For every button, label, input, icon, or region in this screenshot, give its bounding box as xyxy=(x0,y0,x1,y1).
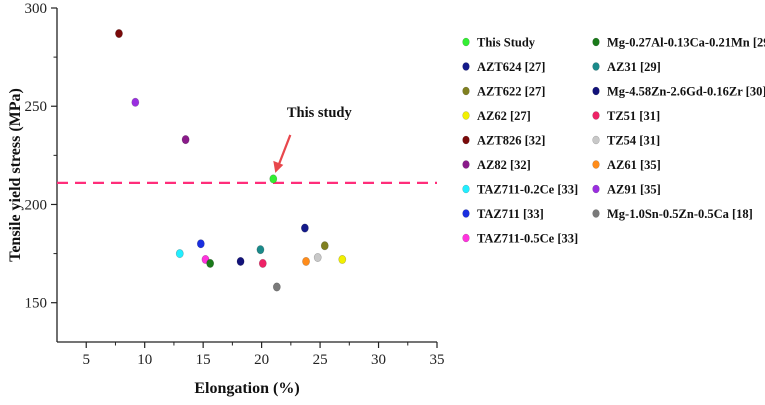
legend-marker xyxy=(592,37,600,47)
legend-marker xyxy=(462,62,470,71)
annotation: This study xyxy=(273,105,352,173)
legend-item: AZ91 [35] xyxy=(592,183,661,197)
legend-marker xyxy=(462,233,470,243)
data-point-1 xyxy=(269,174,278,184)
legend-marker xyxy=(462,111,470,120)
legend-label: AZ62 [27] xyxy=(477,109,531,123)
legend-marker xyxy=(592,184,600,194)
legend-marker xyxy=(462,86,470,96)
axes xyxy=(51,7,438,348)
legend-label: TAZ711 [33] xyxy=(477,207,544,221)
data-point-12 xyxy=(236,256,245,266)
legend-marker xyxy=(462,160,470,169)
legend-label: Mg-0.27Al-0.13Ca-0.21Mn [29] xyxy=(607,36,765,50)
legend-marker xyxy=(592,160,600,169)
legend-marker xyxy=(592,111,600,120)
legend-label: AZ91 [35] xyxy=(607,183,661,197)
legend-item: TAZ711 [33] xyxy=(462,207,544,221)
legend-label: AZT622 [27] xyxy=(477,85,545,99)
data-point-2 xyxy=(300,223,309,233)
data-point-17 xyxy=(272,282,281,292)
data-point-13 xyxy=(258,258,267,268)
legend-label: Mg-1.0Sn-0.5Zn-0.5Ca [18] xyxy=(607,207,753,221)
data-point-8 xyxy=(196,239,205,249)
data-point-3 xyxy=(320,241,329,251)
legend-marker xyxy=(592,86,600,96)
legend-label: AZT826 [32] xyxy=(477,134,545,148)
legend-label: This Study xyxy=(477,36,536,50)
data-point-4 xyxy=(338,254,347,264)
legend-label: TZ54 [31] xyxy=(607,134,660,148)
legend: This Study AZT624 [27] AZT622 [27] AZ62 [27… xyxy=(462,36,765,246)
y-tick-label: 200 xyxy=(25,197,48,213)
legend-item: TZ54 [31] xyxy=(592,134,660,148)
x-tick-label: 10 xyxy=(137,352,152,368)
legend-marker xyxy=(592,135,600,145)
legend-label: AZT624 [27] xyxy=(477,60,545,74)
legend-marker xyxy=(462,135,470,145)
x-tick-label: 5 xyxy=(82,352,90,368)
x-axis-title: Elongation (%) xyxy=(194,380,299,397)
legend-item: TAZ711-0.5Ce [33] xyxy=(462,232,578,246)
y-tick-label: 250 xyxy=(25,99,48,115)
legend-marker xyxy=(462,184,470,194)
x-tick-label: 35 xyxy=(430,352,445,368)
x-tick-label: 25 xyxy=(313,352,328,368)
legend-marker xyxy=(592,209,600,218)
annotation-arrow-head xyxy=(273,160,284,173)
legend-label: TZ51 [31] xyxy=(607,109,660,123)
x-tick-label: 30 xyxy=(371,352,386,368)
y-tick-label: 300 xyxy=(25,1,48,17)
data-point-15 xyxy=(302,256,310,266)
legend-item: Mg-1.0Sn-0.5Zn-0.5Ca [18] xyxy=(592,207,753,221)
data-points xyxy=(115,29,347,292)
legend-label: Mg-4.58Zn-2.6Gd-0.16Zr [30] xyxy=(607,85,765,99)
legend-item: Mg-4.58Zn-2.6Gd-0.16Zr [30] xyxy=(592,85,765,99)
legend-marker xyxy=(462,209,470,218)
annotation-arrow-shaft xyxy=(277,134,292,167)
legend-item: AZT624 [27] xyxy=(462,60,545,74)
data-point-16 xyxy=(131,97,140,107)
legend-item: Mg-0.27Al-0.13Ca-0.21Mn [29] xyxy=(592,36,765,50)
legend-item: AZT826 [32] xyxy=(462,134,545,148)
legend-marker xyxy=(462,37,470,47)
legend-marker xyxy=(592,62,600,71)
legend-item: AZ82 [32] xyxy=(462,158,531,172)
data-point-10 xyxy=(206,258,215,268)
x-tick-label: 15 xyxy=(196,352,211,368)
legend-item: TZ51 [31] xyxy=(592,109,660,123)
tick-labels: 5 10 15 20 25 30 35 150 200 250 300 xyxy=(25,1,445,368)
legend-item: AZT622 [27] xyxy=(462,85,545,99)
legend-label: TAZ711-0.2Ce [33] xyxy=(477,183,578,197)
data-point-11 xyxy=(256,245,265,255)
legend-item: AZ61 [35] xyxy=(592,158,661,172)
legend-label: AZ61 [35] xyxy=(607,158,661,172)
data-point-7 xyxy=(175,249,184,259)
y-axis-title: Tensile yield stress (MPa) xyxy=(7,88,24,262)
legend-label: TAZ711-0.5Ce [33] xyxy=(477,232,578,246)
legend-item: This Study xyxy=(462,36,536,50)
legend-label: AZ82 [32] xyxy=(477,158,531,172)
annotation-text: This study xyxy=(287,105,353,121)
y-tick-label: 150 xyxy=(25,296,48,312)
x-tick-label: 20 xyxy=(254,352,269,368)
legend-label: AZ31 [29] xyxy=(607,60,661,74)
legend-item: AZ62 [27] xyxy=(462,109,531,123)
data-point-5 xyxy=(115,29,123,39)
data-point-14 xyxy=(313,253,322,263)
legend-item: TAZ711-0.2Ce [33] xyxy=(462,183,578,197)
legend-item: AZ31 [29] xyxy=(592,60,661,74)
data-point-6 xyxy=(181,135,190,145)
